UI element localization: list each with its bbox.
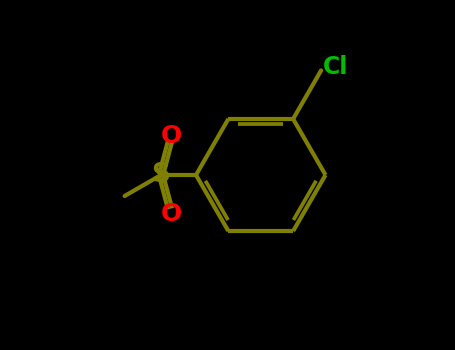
Text: O: O xyxy=(161,124,182,148)
Text: Cl: Cl xyxy=(323,55,348,79)
Text: S: S xyxy=(152,162,171,188)
Text: O: O xyxy=(161,202,182,226)
